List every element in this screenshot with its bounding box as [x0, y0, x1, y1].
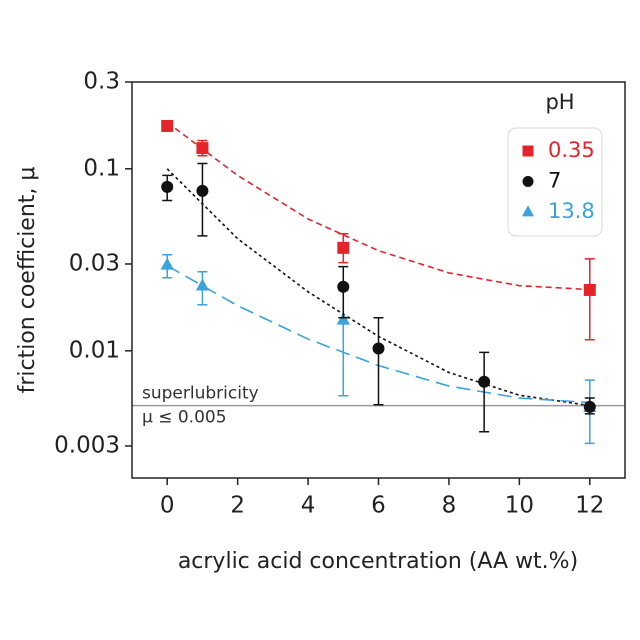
legend-marker [521, 205, 535, 217]
marker [196, 184, 209, 197]
y-tick-label: 0.003 [54, 432, 120, 458]
marker [372, 342, 385, 355]
y-tick-label: 0.03 [69, 250, 120, 276]
y-tick-label: 0.3 [83, 69, 120, 95]
x-tick-label: 12 [575, 493, 604, 519]
x-tick-label: 6 [371, 493, 386, 519]
y-axis-label: friction coefficient, μ [15, 167, 40, 394]
error-bar [479, 351, 490, 433]
error-bar [584, 258, 595, 341]
legend-marker [522, 176, 534, 187]
legend-label: 7 [548, 169, 561, 193]
marker [337, 241, 350, 254]
marker [337, 280, 350, 293]
error-bar [197, 162, 208, 237]
marker [478, 375, 491, 388]
x-tick-label: 2 [230, 493, 245, 519]
marker [195, 278, 210, 291]
marker [583, 283, 596, 296]
legend-label: 13.8 [548, 199, 595, 223]
x-tick-label: 0 [160, 493, 175, 519]
marker [583, 400, 596, 413]
marker [161, 119, 174, 132]
marker [336, 312, 350, 325]
x-axis-label: acrylic acid concentration (AA wt.%) [178, 549, 578, 574]
legend-title: pH [545, 90, 574, 114]
legend-marker [522, 145, 534, 157]
x-tick-label: 4 [301, 493, 316, 519]
marker [160, 257, 174, 270]
marker [161, 180, 174, 193]
fit-curve [166, 121, 590, 291]
legend-label: 0.35 [548, 138, 595, 162]
x-tick-label: 8 [442, 493, 457, 519]
reference-label: superlubricity [142, 384, 259, 404]
reference-label: μ ≤ 0.005 [142, 408, 227, 428]
y-tick-label: 0.01 [69, 337, 120, 363]
legend-box [507, 127, 603, 237]
marker [196, 142, 209, 155]
plot-frame [131, 81, 626, 479]
error-bar [373, 316, 384, 406]
x-tick-label: 10 [505, 493, 534, 519]
y-tick-label: 0.1 [83, 155, 120, 181]
